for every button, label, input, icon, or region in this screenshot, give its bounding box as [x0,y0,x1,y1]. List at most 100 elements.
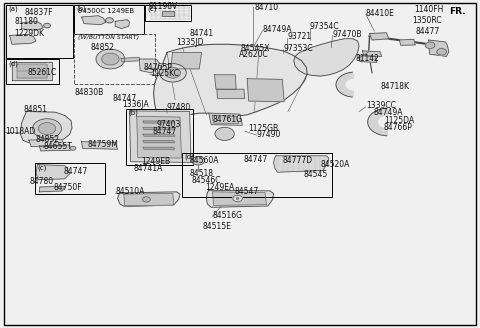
Polygon shape [215,75,236,89]
Polygon shape [143,141,175,143]
Circle shape [70,146,76,150]
Text: 1018AD: 1018AD [5,127,35,136]
Text: 84851: 84851 [23,105,47,114]
Text: 84546C: 84546C [192,176,221,185]
Text: 94500C 1249EB: 94500C 1249EB [78,8,134,14]
Polygon shape [29,139,65,147]
Text: 84747: 84747 [113,94,137,103]
Text: 1350RC: 1350RC [412,16,442,25]
Polygon shape [209,113,242,125]
Polygon shape [10,34,36,44]
Text: 84759M: 84759M [88,140,119,150]
Polygon shape [137,116,181,158]
Text: 84780: 84780 [30,176,54,186]
Text: (d): (d) [9,60,19,67]
Polygon shape [370,33,389,40]
Polygon shape [12,62,52,80]
Text: 84516G: 84516G [212,211,242,220]
Text: 84710: 84710 [254,3,278,12]
Text: 84765P: 84765P [143,63,172,72]
Text: 84747: 84747 [152,127,177,136]
Text: 1125DA: 1125DA [384,116,414,125]
Circle shape [425,42,435,49]
Text: 84749A: 84749A [373,108,403,117]
Text: 84655T: 84655T [43,142,72,151]
Text: 91198V: 91198V [149,2,178,11]
Polygon shape [213,192,266,205]
Polygon shape [294,39,359,76]
Polygon shape [247,79,284,102]
Text: 84520A: 84520A [320,160,349,169]
Text: 97480: 97480 [167,103,191,112]
Text: 1249EA: 1249EA [205,183,235,192]
Polygon shape [139,59,159,73]
Circle shape [437,49,446,55]
Text: (b): (b) [128,110,138,116]
Text: 84518: 84518 [190,169,214,178]
Text: A2620C: A2620C [239,50,269,59]
Text: 84777D: 84777D [282,155,312,165]
Text: 97354C: 97354C [310,22,339,31]
Circle shape [165,68,180,78]
Polygon shape [154,44,307,129]
Circle shape [159,64,186,82]
Polygon shape [274,156,329,172]
Polygon shape [115,20,130,29]
Text: 81142: 81142 [355,53,379,63]
Polygon shape [82,142,118,149]
Bar [74,5,144,34]
Text: 84761G: 84761G [213,115,243,124]
Polygon shape [17,64,47,78]
Text: 84545: 84545 [304,170,328,179]
Text: 84852: 84852 [90,43,114,52]
Circle shape [96,49,125,69]
Text: e: e [236,196,240,201]
Text: 84837F: 84837F [25,8,53,17]
Bar [145,5,191,21]
Polygon shape [143,147,175,149]
Bar [6,5,73,58]
Polygon shape [20,112,72,144]
Text: 84515E: 84515E [203,222,231,232]
Polygon shape [206,190,274,207]
Polygon shape [130,111,191,162]
Polygon shape [359,56,377,62]
Bar [182,153,332,197]
Bar [74,34,155,84]
Text: 84830B: 84830B [74,88,104,97]
Polygon shape [429,40,449,56]
Circle shape [143,197,150,202]
Text: 1125KC: 1125KC [150,69,179,78]
Circle shape [38,123,56,134]
Text: 84747: 84747 [243,154,268,164]
Wedge shape [368,108,387,136]
Text: 84560A: 84560A [190,156,219,165]
Polygon shape [39,186,65,192]
Bar [35,163,105,194]
Polygon shape [118,192,180,207]
Text: 84749A: 84749A [263,25,292,34]
Circle shape [106,18,113,23]
Polygon shape [39,145,71,151]
Text: 93721: 93721 [287,32,311,41]
Text: 84718K: 84718K [381,82,409,91]
Text: 84741: 84741 [190,29,214,38]
Circle shape [192,156,204,165]
Text: 1336JA: 1336JA [122,100,149,110]
Polygon shape [217,89,245,98]
Text: (c): (c) [37,164,47,171]
Text: (b): (b) [77,6,87,12]
Text: 84410E: 84410E [366,9,395,18]
Text: 97470B: 97470B [333,30,362,39]
Circle shape [233,195,242,202]
Text: 1335JD: 1335JD [176,38,204,47]
Polygon shape [143,134,175,136]
Circle shape [215,127,234,140]
Polygon shape [121,57,140,62]
Text: 1249EB: 1249EB [142,157,171,166]
Text: 97490: 97490 [257,130,281,139]
Text: 84766P: 84766P [384,123,413,133]
Bar [126,109,193,165]
Polygon shape [36,165,70,180]
Text: 1229DK: 1229DK [14,29,44,38]
